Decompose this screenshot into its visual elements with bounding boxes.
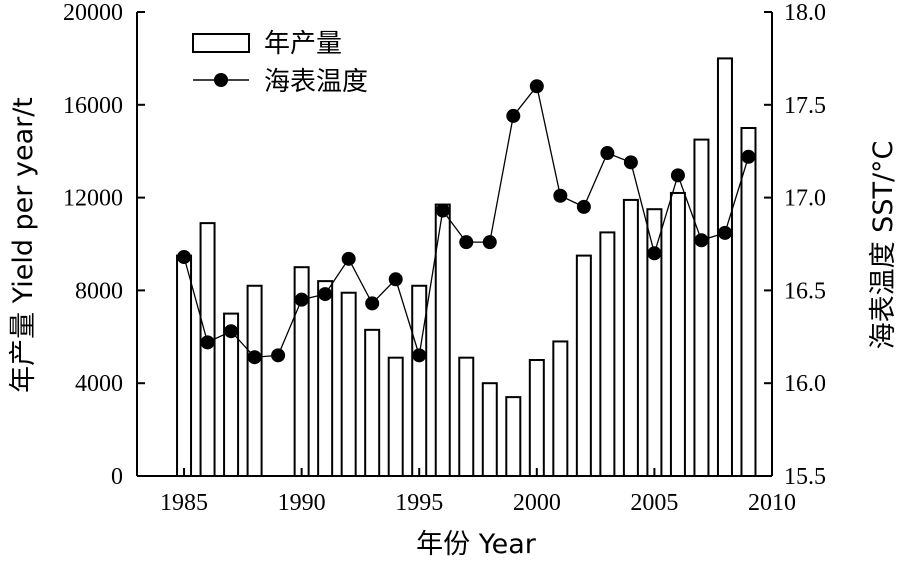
bar-2007 bbox=[693, 138, 710, 477]
x-tick-label: 2010 bbox=[748, 490, 796, 516]
legend: 年产量 海表温度 bbox=[192, 29, 368, 97]
sst-point-2008 bbox=[717, 225, 732, 240]
bar-1986 bbox=[199, 222, 216, 477]
y-axis-right-label: 海表温度 SST/°C bbox=[868, 141, 899, 350]
y-right-tick-label: 16.5 bbox=[784, 278, 826, 304]
sst-point-1995 bbox=[412, 348, 427, 363]
sst-point-1990 bbox=[294, 292, 309, 307]
bar-2003 bbox=[599, 231, 616, 477]
axes: 0 4000 8000 12000 16000 20000 15.5 16.0 16.5 17.0… bbox=[63, 0, 826, 516]
y-right-tick-label: 17.5 bbox=[784, 93, 826, 119]
bar-2002 bbox=[575, 254, 592, 477]
bar-series bbox=[176, 57, 757, 478]
bar-2001 bbox=[552, 340, 569, 477]
y-right-tick-label: 16.0 bbox=[784, 371, 826, 397]
sst-point-1994 bbox=[388, 272, 403, 287]
sst-line bbox=[183, 84, 750, 358]
bar-1999 bbox=[505, 396, 522, 477]
sst-point-2006 bbox=[670, 168, 685, 183]
bar-2006 bbox=[669, 191, 686, 478]
sst-point-1989 bbox=[271, 348, 286, 363]
y-right-tick-label: 17.0 bbox=[784, 186, 826, 212]
legend-marker bbox=[214, 73, 228, 87]
bar-1985 bbox=[176, 254, 193, 477]
sst-point-2007 bbox=[694, 233, 709, 248]
y-left-tick-label: 8000 bbox=[75, 278, 123, 304]
sst-point-1985 bbox=[177, 249, 192, 264]
y-right-tick-label: 18.0 bbox=[784, 0, 826, 26]
sst-point-2000 bbox=[529, 79, 544, 94]
bar-2008 bbox=[716, 57, 733, 478]
bar-1988 bbox=[246, 284, 263, 478]
legend-bar-swatch bbox=[192, 33, 250, 53]
x-tick-label: 1990 bbox=[278, 490, 326, 516]
sst-point-1986 bbox=[200, 335, 215, 350]
y-left-tick-label: 12000 bbox=[63, 186, 123, 212]
y-axis-left-label: 年产量 Yield per year/t bbox=[8, 97, 39, 393]
legend-label-yield: 年产量 bbox=[264, 29, 342, 59]
sst-point-1999 bbox=[506, 108, 521, 123]
bar-1993 bbox=[364, 328, 381, 477]
bar-1994 bbox=[387, 356, 404, 477]
sst-point-1993 bbox=[365, 296, 380, 311]
sst-point-1988 bbox=[247, 350, 262, 365]
bar-2009 bbox=[740, 127, 757, 477]
bar-1992 bbox=[340, 291, 357, 477]
x-axis-label: 年份 Year bbox=[416, 529, 537, 560]
sst-point-2009 bbox=[741, 149, 756, 164]
bar-2000 bbox=[528, 359, 545, 477]
x-tick-label: 2000 bbox=[513, 490, 561, 516]
bar-2004 bbox=[622, 198, 639, 477]
bar-1997 bbox=[458, 356, 475, 477]
y-left-tick-label: 16000 bbox=[63, 93, 123, 119]
sst-point-1987 bbox=[224, 324, 239, 339]
bar-1998 bbox=[481, 382, 498, 478]
sst-point-2005 bbox=[647, 246, 662, 261]
sst-point-2004 bbox=[623, 155, 638, 170]
legend-label-sst: 海表温度 bbox=[264, 67, 368, 97]
sst-point-1996 bbox=[435, 203, 450, 218]
sst-point-2001 bbox=[553, 188, 568, 203]
y-left-tick-label: 0 bbox=[111, 464, 123, 490]
bar-1995 bbox=[411, 284, 428, 478]
y-left-tick-label: 4000 bbox=[75, 371, 123, 397]
x-tick-label: 1985 bbox=[160, 490, 208, 516]
line-series bbox=[177, 79, 756, 365]
y-left-tick-label: 20000 bbox=[63, 0, 123, 26]
bar-1996 bbox=[434, 203, 451, 477]
bar-1991 bbox=[317, 280, 334, 477]
sst-point-2002 bbox=[576, 199, 591, 214]
y-right-tick-label: 15.5 bbox=[784, 464, 826, 490]
sst-point-1991 bbox=[318, 287, 333, 302]
x-tick-label: 2005 bbox=[630, 490, 678, 516]
sst-point-1998 bbox=[482, 235, 497, 250]
sst-point-2003 bbox=[600, 146, 615, 161]
x-tick-label: 1995 bbox=[395, 490, 443, 516]
sst-point-1992 bbox=[341, 251, 356, 266]
sst-point-1997 bbox=[459, 235, 474, 250]
